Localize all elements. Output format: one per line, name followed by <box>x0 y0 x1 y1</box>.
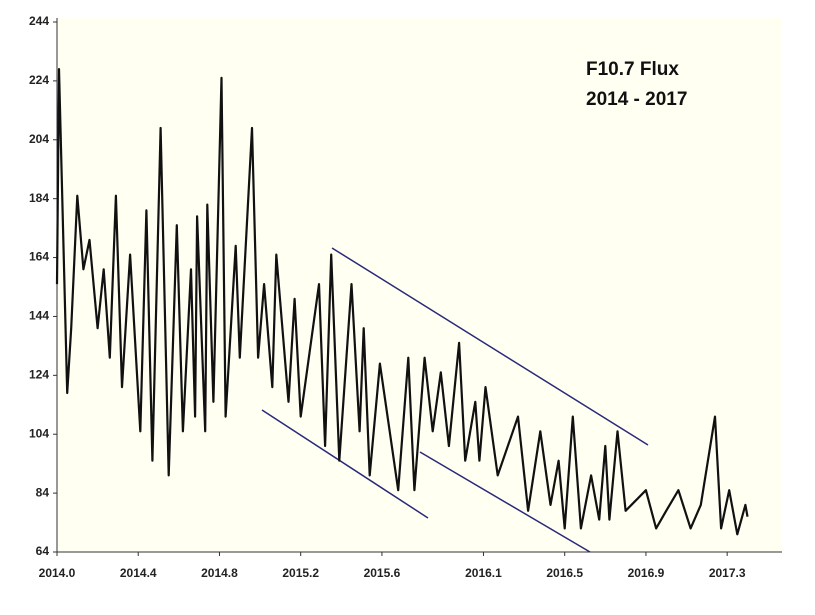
x-tick-label: 2015.2 <box>282 566 319 580</box>
x-tick-label: 2014.0 <box>39 566 76 580</box>
y-tick-label: 84 <box>36 485 50 499</box>
x-tick-label: 2017.3 <box>709 566 746 580</box>
x-tick-label: 2016.5 <box>546 566 583 580</box>
y-tick-label: 124 <box>29 368 49 382</box>
y-tick-label: 204 <box>29 132 49 146</box>
y-tick-label: 244 <box>29 14 49 28</box>
x-tick-label: 2016.9 <box>628 566 665 580</box>
x-tick-label: 2014.8 <box>201 566 238 580</box>
x-tick-label: 2014.4 <box>120 566 157 580</box>
chart-title: F10.7 Flux <box>586 59 679 80</box>
y-tick-label: 144 <box>29 309 49 323</box>
y-tick-label: 104 <box>29 426 49 440</box>
trend-line <box>261 409 429 519</box>
y-tick-label: 184 <box>29 191 49 205</box>
trend-line <box>419 451 591 553</box>
trend-line <box>331 247 649 446</box>
y-tick-label: 164 <box>29 250 49 264</box>
chart-subtitle: 2014 - 2017 <box>586 89 687 110</box>
data-line <box>55 68 749 536</box>
y-tick-label: 224 <box>29 73 49 87</box>
x-tick-label: 2016.1 <box>465 566 502 580</box>
x-tick-label: 2015.6 <box>364 566 401 580</box>
y-tick-label: 64 <box>36 544 50 558</box>
